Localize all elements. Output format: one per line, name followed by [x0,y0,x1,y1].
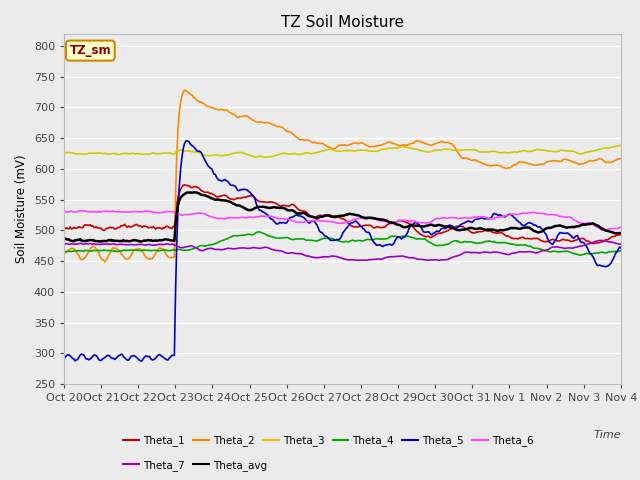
Title: TZ Soil Moisture: TZ Soil Moisture [281,15,404,30]
Text: TZ_sm: TZ_sm [70,44,111,57]
Legend: Theta_7, Theta_avg: Theta_7, Theta_avg [119,456,271,475]
Y-axis label: Soil Moisture (mV): Soil Moisture (mV) [15,155,28,263]
Text: Time: Time [593,430,621,440]
